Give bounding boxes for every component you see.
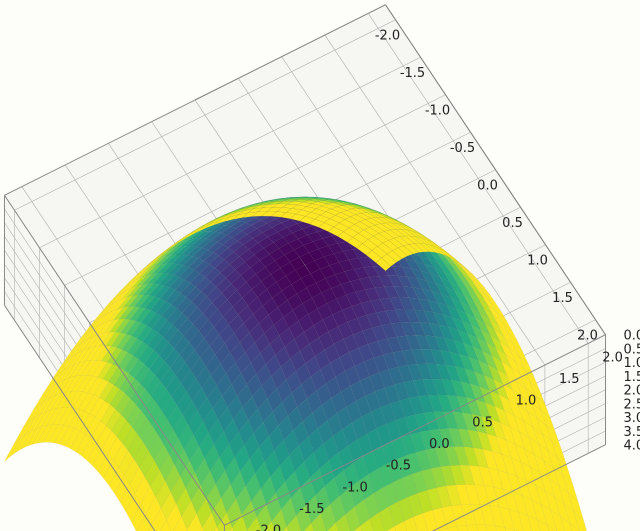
axis-tick-label: -1.0 [342, 480, 367, 495]
axis-tick-label: 1.5 [624, 370, 640, 385]
axis-tick-label: -0.5 [450, 141, 475, 156]
axis-tick-label: 1.0 [516, 394, 537, 409]
axis-tick-label: 3.5 [624, 425, 640, 440]
axis-tick-label: 0.0 [429, 437, 450, 452]
axis-tick-label: 0.0 [624, 329, 640, 344]
axis-tick-label: 0.5 [472, 415, 493, 430]
axis-tick-label: 0.5 [502, 216, 523, 231]
axis-tick-label: -1.5 [400, 66, 425, 81]
axis-tick-label: 4.0 [624, 439, 640, 454]
axis-tick-label: 2.0 [624, 384, 640, 399]
axis-tick-label: 2.0 [602, 350, 623, 365]
axis-tick-label: 0.0 [477, 179, 498, 194]
axis-tick-label: 1.5 [559, 372, 580, 387]
axis-tick-label: -0.5 [386, 459, 411, 474]
axis-tick-label: 0.5 [624, 342, 640, 357]
axis-tick-label: -1.0 [425, 104, 450, 119]
axis-tick-label: 3.0 [624, 411, 640, 426]
axis-tick-label: 1.5 [552, 291, 573, 306]
surface-plot-3d: -2.0-1.5-1.0-0.50.00.51.01.52.0-2.0-1.5-… [0, 0, 640, 531]
axis-tick-label: -2.0 [256, 524, 281, 531]
axis-tick-label: 1.0 [527, 254, 548, 269]
axis-tick-label: -1.5 [299, 502, 324, 517]
axis-tick-label: 2.5 [624, 397, 640, 412]
axis-tick-label: 1.0 [624, 356, 640, 371]
axis-tick-label: -2.0 [375, 29, 400, 44]
axis-tick-label: 2.0 [577, 329, 598, 344]
